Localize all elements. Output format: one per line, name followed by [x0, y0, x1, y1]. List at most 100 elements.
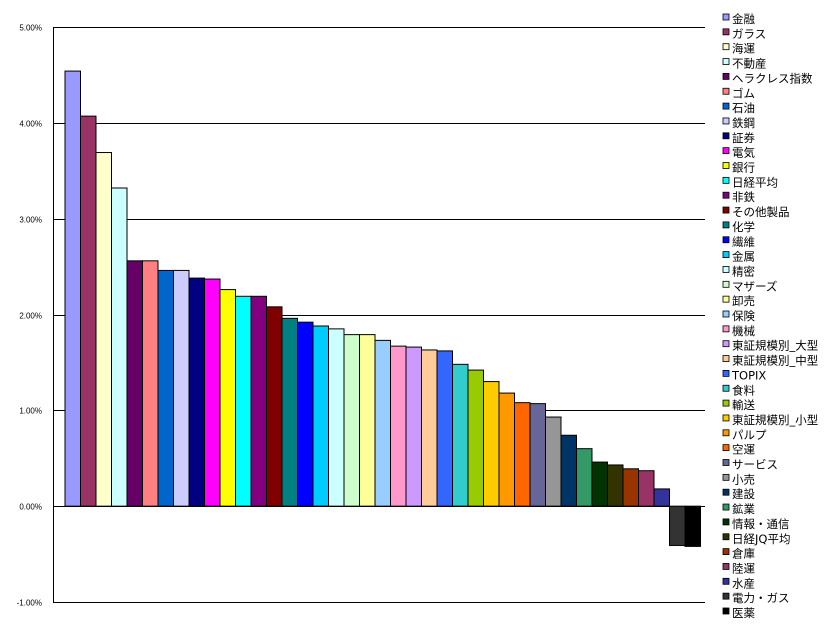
- bar-29: [498, 392, 515, 507]
- legend-label: 電気: [732, 146, 755, 160]
- y-tick-label: 3.00%: [19, 216, 42, 225]
- legend-label: 鉄鋼: [732, 116, 755, 130]
- bar-39: [653, 488, 670, 507]
- legend-swatch: [722, 73, 730, 80]
- legend-label: 日経JQ平均: [732, 532, 790, 546]
- bar-20: [359, 334, 376, 507]
- legend-swatch: [722, 518, 730, 526]
- legend-swatch: [722, 444, 730, 452]
- legend-label: 情報・通信: [732, 517, 790, 531]
- legend-label: 日経平均: [732, 175, 778, 189]
- legend-swatch: [722, 251, 730, 259]
- bar-30: [514, 402, 531, 507]
- legend-swatch: [722, 340, 730, 348]
- legend-label: 機械: [732, 324, 755, 338]
- bar-34: [576, 448, 593, 507]
- legend-swatch: [722, 58, 730, 65]
- bar-37: [622, 468, 639, 507]
- legend-label: 倉庫: [732, 547, 755, 561]
- legend-label: 銀行: [732, 161, 755, 175]
- legend-swatch: [722, 488, 730, 496]
- bar-25: [436, 350, 453, 507]
- legend-swatch: [722, 563, 730, 570]
- legend-label: 金融: [732, 12, 755, 26]
- legend-swatch: [722, 28, 730, 36]
- bar-31: [529, 403, 546, 507]
- legend-label: 卸売: [732, 294, 755, 308]
- legend-label: 非鉄: [732, 190, 755, 204]
- bar-5: [126, 260, 143, 507]
- legend-label: 金属: [732, 250, 755, 264]
- bar-40: [669, 505, 686, 546]
- bar-7: [157, 269, 174, 507]
- legend-swatch: [722, 117, 730, 125]
- bar-18: [328, 328, 345, 507]
- bar-41: [684, 505, 701, 547]
- bar-3: [95, 152, 112, 507]
- legend-label: 証券: [732, 131, 755, 145]
- legend-swatch: [722, 503, 730, 511]
- legend-label: 水産: [732, 576, 755, 590]
- legend-swatch: [722, 533, 730, 541]
- bar-38: [638, 470, 655, 507]
- legend-swatch: [722, 102, 730, 110]
- bar-28: [483, 381, 500, 507]
- bar-19: [343, 334, 360, 507]
- legend-swatch: [722, 162, 730, 169]
- legend-swatch: [722, 191, 730, 199]
- legend-label: 陸運: [732, 561, 755, 575]
- bar-24: [421, 349, 438, 507]
- legend-swatch: [722, 548, 730, 555]
- legend-swatch: [722, 355, 730, 362]
- legend-swatch: [722, 473, 730, 481]
- legend-swatch: [722, 87, 730, 95]
- bar-27: [467, 369, 484, 507]
- legend-swatch: [722, 399, 730, 407]
- legend-label: パルプ: [732, 428, 767, 442]
- bar-26: [452, 363, 469, 507]
- legend-label: 東証規模別_中型: [732, 354, 818, 368]
- bar-23: [405, 346, 422, 507]
- bar-6: [142, 260, 159, 507]
- bar-12: [235, 295, 252, 507]
- legend-swatch: [722, 13, 730, 21]
- legend-label: 化学: [732, 220, 755, 234]
- bar-13: [250, 295, 267, 507]
- legend-swatch: [722, 132, 730, 140]
- legend-label: TOPIX: [731, 368, 766, 382]
- y-tick-label: 0.00%: [19, 503, 42, 512]
- y-tick-label: -1.00%: [17, 599, 42, 608]
- legend-label: 鉱業: [732, 502, 755, 516]
- bar-33: [560, 434, 577, 507]
- legend-swatch: [722, 414, 730, 422]
- legend-label: ゴム: [732, 86, 755, 100]
- legend-swatch: [722, 369, 730, 377]
- bar-8: [173, 269, 190, 507]
- y-tick-label: 2.00%: [19, 312, 42, 321]
- legend-swatch: [722, 310, 730, 318]
- bar-22: [390, 345, 407, 507]
- bar-32: [545, 416, 562, 507]
- bar-2: [80, 115, 97, 507]
- legend-label: 建設: [732, 487, 755, 501]
- legend-swatch: [722, 280, 730, 288]
- bar-14: [266, 306, 283, 507]
- bar-4: [111, 187, 128, 507]
- legend-swatch: [722, 221, 730, 229]
- legend-swatch: [722, 459, 730, 466]
- legend-swatch: [722, 429, 730, 437]
- legend-label: 空運: [732, 443, 755, 457]
- legend-label: 輸送: [732, 398, 755, 412]
- legend-label: ガラス: [732, 27, 766, 41]
- legend-swatch: [722, 577, 730, 585]
- bar-35: [591, 461, 608, 507]
- bar-21: [374, 339, 391, 507]
- legend-swatch: [722, 176, 730, 184]
- legend-swatch: [722, 592, 730, 600]
- y-tick-label: 4.00%: [19, 120, 42, 129]
- legend-label: サービス: [732, 458, 778, 472]
- legend-label: 海運: [732, 42, 755, 56]
- legend-label: マザーズ: [732, 279, 777, 293]
- legend-swatch: [722, 384, 730, 392]
